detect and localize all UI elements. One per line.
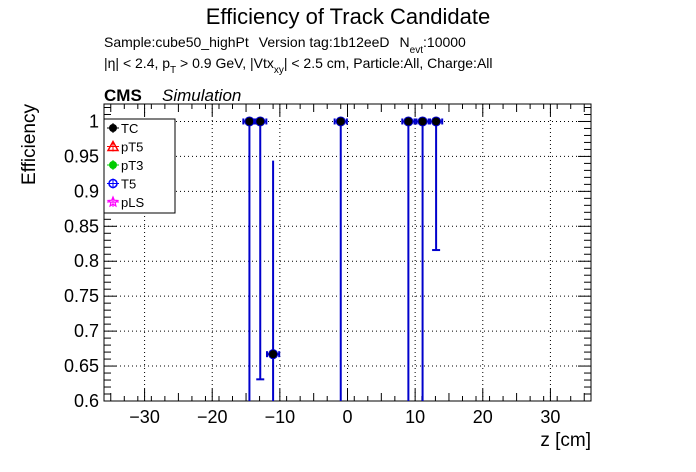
y-tick-label: 1 bbox=[89, 111, 99, 131]
data-marker bbox=[244, 116, 255, 127]
y-tick-label: 0.7 bbox=[74, 321, 99, 341]
legend-label: pLS bbox=[121, 195, 144, 210]
x-tick-label: −10 bbox=[265, 407, 296, 427]
info-line-2: |η| < 2.4, pT > 0.9 GeV, |Vtxxy| < 2.5 c… bbox=[104, 55, 493, 76]
data-marker bbox=[255, 116, 266, 127]
y-axis-title: Efficiency bbox=[19, 104, 40, 185]
y-tick-label: 0.85 bbox=[64, 216, 99, 236]
legend-label: pT5 bbox=[121, 140, 143, 155]
chart-title: Efficiency of Track Candidate bbox=[206, 4, 491, 29]
data-point bbox=[415, 116, 430, 401]
vtx-sub: xy bbox=[274, 65, 284, 76]
legend-marker-star bbox=[106, 195, 120, 208]
data-points bbox=[242, 116, 444, 401]
data-point bbox=[333, 116, 348, 401]
data-point bbox=[266, 160, 281, 401]
legend-entry: T5 bbox=[107, 177, 136, 192]
data-point bbox=[242, 116, 257, 401]
data-marker bbox=[417, 116, 428, 127]
pt-cut: > 0.9 GeV, |Vtx bbox=[176, 55, 274, 71]
pt-sub: T bbox=[170, 65, 176, 76]
cms-label: CMS bbox=[104, 86, 142, 105]
n-events-sub: evt bbox=[410, 45, 424, 56]
data-marker bbox=[268, 349, 279, 360]
legend-marker-triangle bbox=[106, 139, 120, 152]
y-tick-label: 0.9 bbox=[74, 181, 99, 201]
x-tick-label: 0 bbox=[342, 407, 352, 427]
data-marker bbox=[431, 116, 442, 127]
x-tick-label: 10 bbox=[405, 407, 425, 427]
legend-marker-circle bbox=[109, 161, 117, 169]
legend-marker-open-circle bbox=[108, 178, 118, 189]
sample-label: Sample:cube50_highPt bbox=[104, 34, 249, 50]
n-events-prefix: N bbox=[400, 34, 410, 50]
simulation-label: Simulation bbox=[162, 86, 241, 105]
data-marker bbox=[335, 116, 346, 127]
x-axis-title: z [cm] bbox=[540, 430, 591, 451]
y-tick-label: 0.95 bbox=[64, 146, 99, 166]
data-point bbox=[401, 116, 416, 401]
legend-entry: pT5 bbox=[106, 139, 143, 155]
legend-label: T5 bbox=[121, 177, 136, 192]
data-marker bbox=[403, 116, 414, 127]
x-tick-label: −20 bbox=[197, 407, 228, 427]
y-tick-label: 0.75 bbox=[64, 286, 99, 306]
info-line-1: Sample:cube50_highPt Version tag:1b12eeD N… bbox=[104, 34, 466, 56]
x-tick-labels: −30 −20 −10 0 10 20 30 bbox=[129, 407, 560, 427]
data-point bbox=[429, 116, 444, 252]
legend: TC pT5 pT3 T5 pLS bbox=[103, 118, 176, 214]
y-tick-label: 0.6 bbox=[74, 391, 99, 411]
y-tick-label: 0.8 bbox=[74, 251, 99, 271]
legend-entry: TC bbox=[107, 121, 138, 136]
legend-marker-circle bbox=[109, 124, 117, 132]
grid bbox=[104, 104, 591, 402]
y-tick-labels: 0.6 0.65 0.7 0.75 0.8 0.85 0.9 0.95 1 bbox=[64, 111, 99, 411]
data-point bbox=[253, 116, 268, 381]
x-tick-label: −30 bbox=[129, 407, 160, 427]
eta-cut: |η| < 2.4, p bbox=[104, 55, 170, 71]
legend-label: pT3 bbox=[121, 158, 143, 173]
version-label: Version tag:1b12eeD bbox=[259, 34, 390, 50]
legend-label: TC bbox=[121, 121, 138, 136]
x-tick-label: 30 bbox=[540, 407, 560, 427]
legend-entry: pLS bbox=[106, 195, 144, 210]
x-tick-label: 20 bbox=[473, 407, 493, 427]
n-events-value: :10000 bbox=[423, 34, 466, 50]
vtx-cut: | < 2.5 cm, Particle:All, Charge:All bbox=[284, 55, 493, 71]
legend-entry: pT3 bbox=[107, 158, 143, 173]
y-tick-label: 0.65 bbox=[64, 356, 99, 376]
